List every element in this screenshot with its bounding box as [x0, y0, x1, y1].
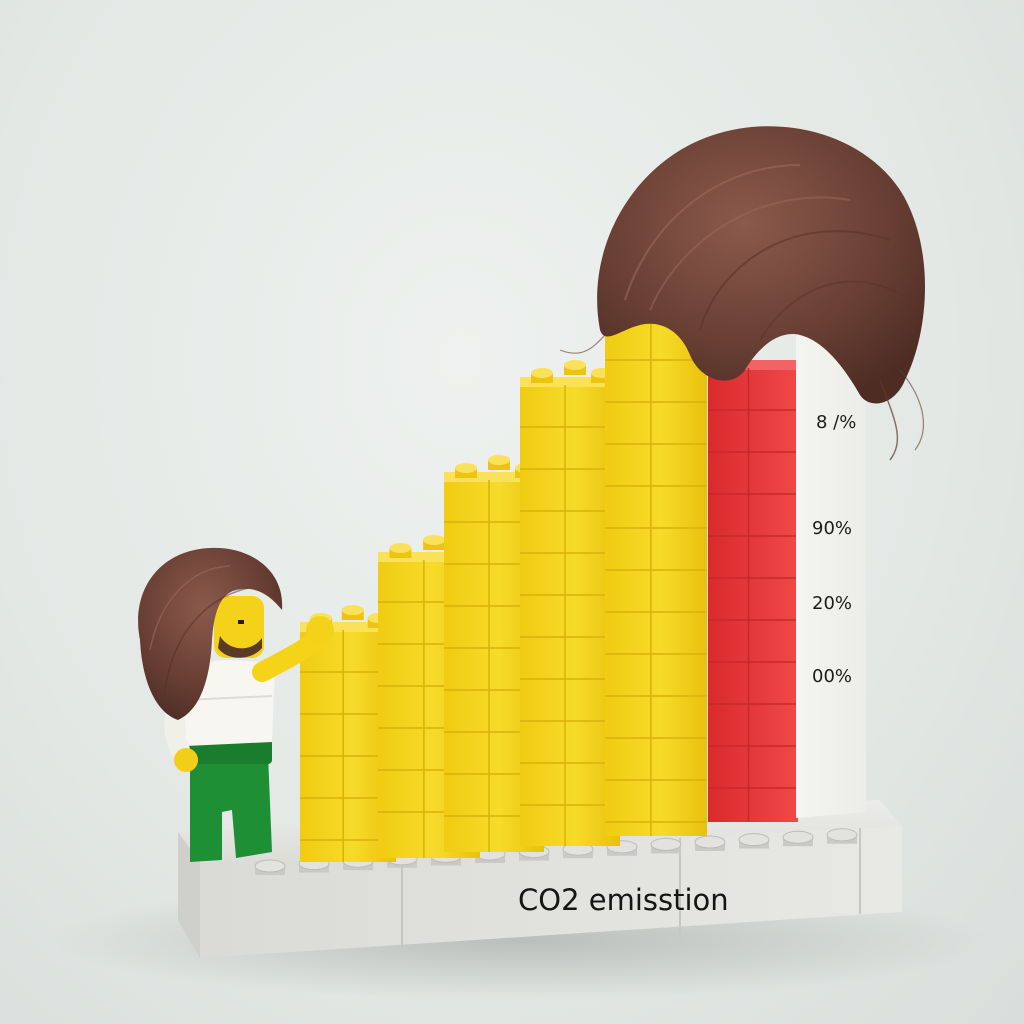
- minifig-hand-right: [306, 616, 334, 644]
- bar-top: [520, 377, 620, 387]
- plate-stud: [694, 835, 726, 851]
- stud-top: [488, 455, 510, 465]
- bar-body: [708, 368, 798, 822]
- stud-top: [531, 368, 553, 378]
- brown-hair-wig: [559, 126, 925, 461]
- bar-body: [520, 385, 620, 846]
- stud-top: [564, 360, 586, 370]
- stud-top: [423, 535, 446, 545]
- bar-top: [444, 472, 544, 482]
- caption-label: CO2 emisstion: [518, 883, 729, 917]
- minifig-hand-left: [174, 748, 198, 772]
- scale-label-1: 8 /%: [816, 412, 856, 433]
- plate-stud: [254, 859, 286, 875]
- brick-bar-4: [520, 360, 620, 846]
- brick-bar-5: [605, 293, 707, 836]
- brick-bar-6: [708, 360, 798, 822]
- stud-top: [455, 463, 477, 473]
- scale-label-3: 20%: [812, 593, 852, 614]
- bar-top: [300, 622, 396, 632]
- plate-stud: [650, 837, 682, 854]
- plate-stud: [782, 830, 814, 847]
- stud-top: [341, 605, 364, 615]
- bar-top: [708, 360, 798, 370]
- lego-minifigure: [138, 547, 334, 862]
- plate-stud: [738, 833, 770, 849]
- plate-stud: [826, 828, 858, 844]
- bar-top: [378, 552, 480, 562]
- scale-label-2: 90%: [812, 518, 852, 539]
- scale-panel: 8 /% 90% 20% 00%: [796, 330, 866, 818]
- stud-top: [389, 543, 412, 553]
- scale-label-4: 00%: [812, 666, 852, 687]
- brick-bars: [300, 293, 798, 862]
- bar-body: [605, 318, 707, 836]
